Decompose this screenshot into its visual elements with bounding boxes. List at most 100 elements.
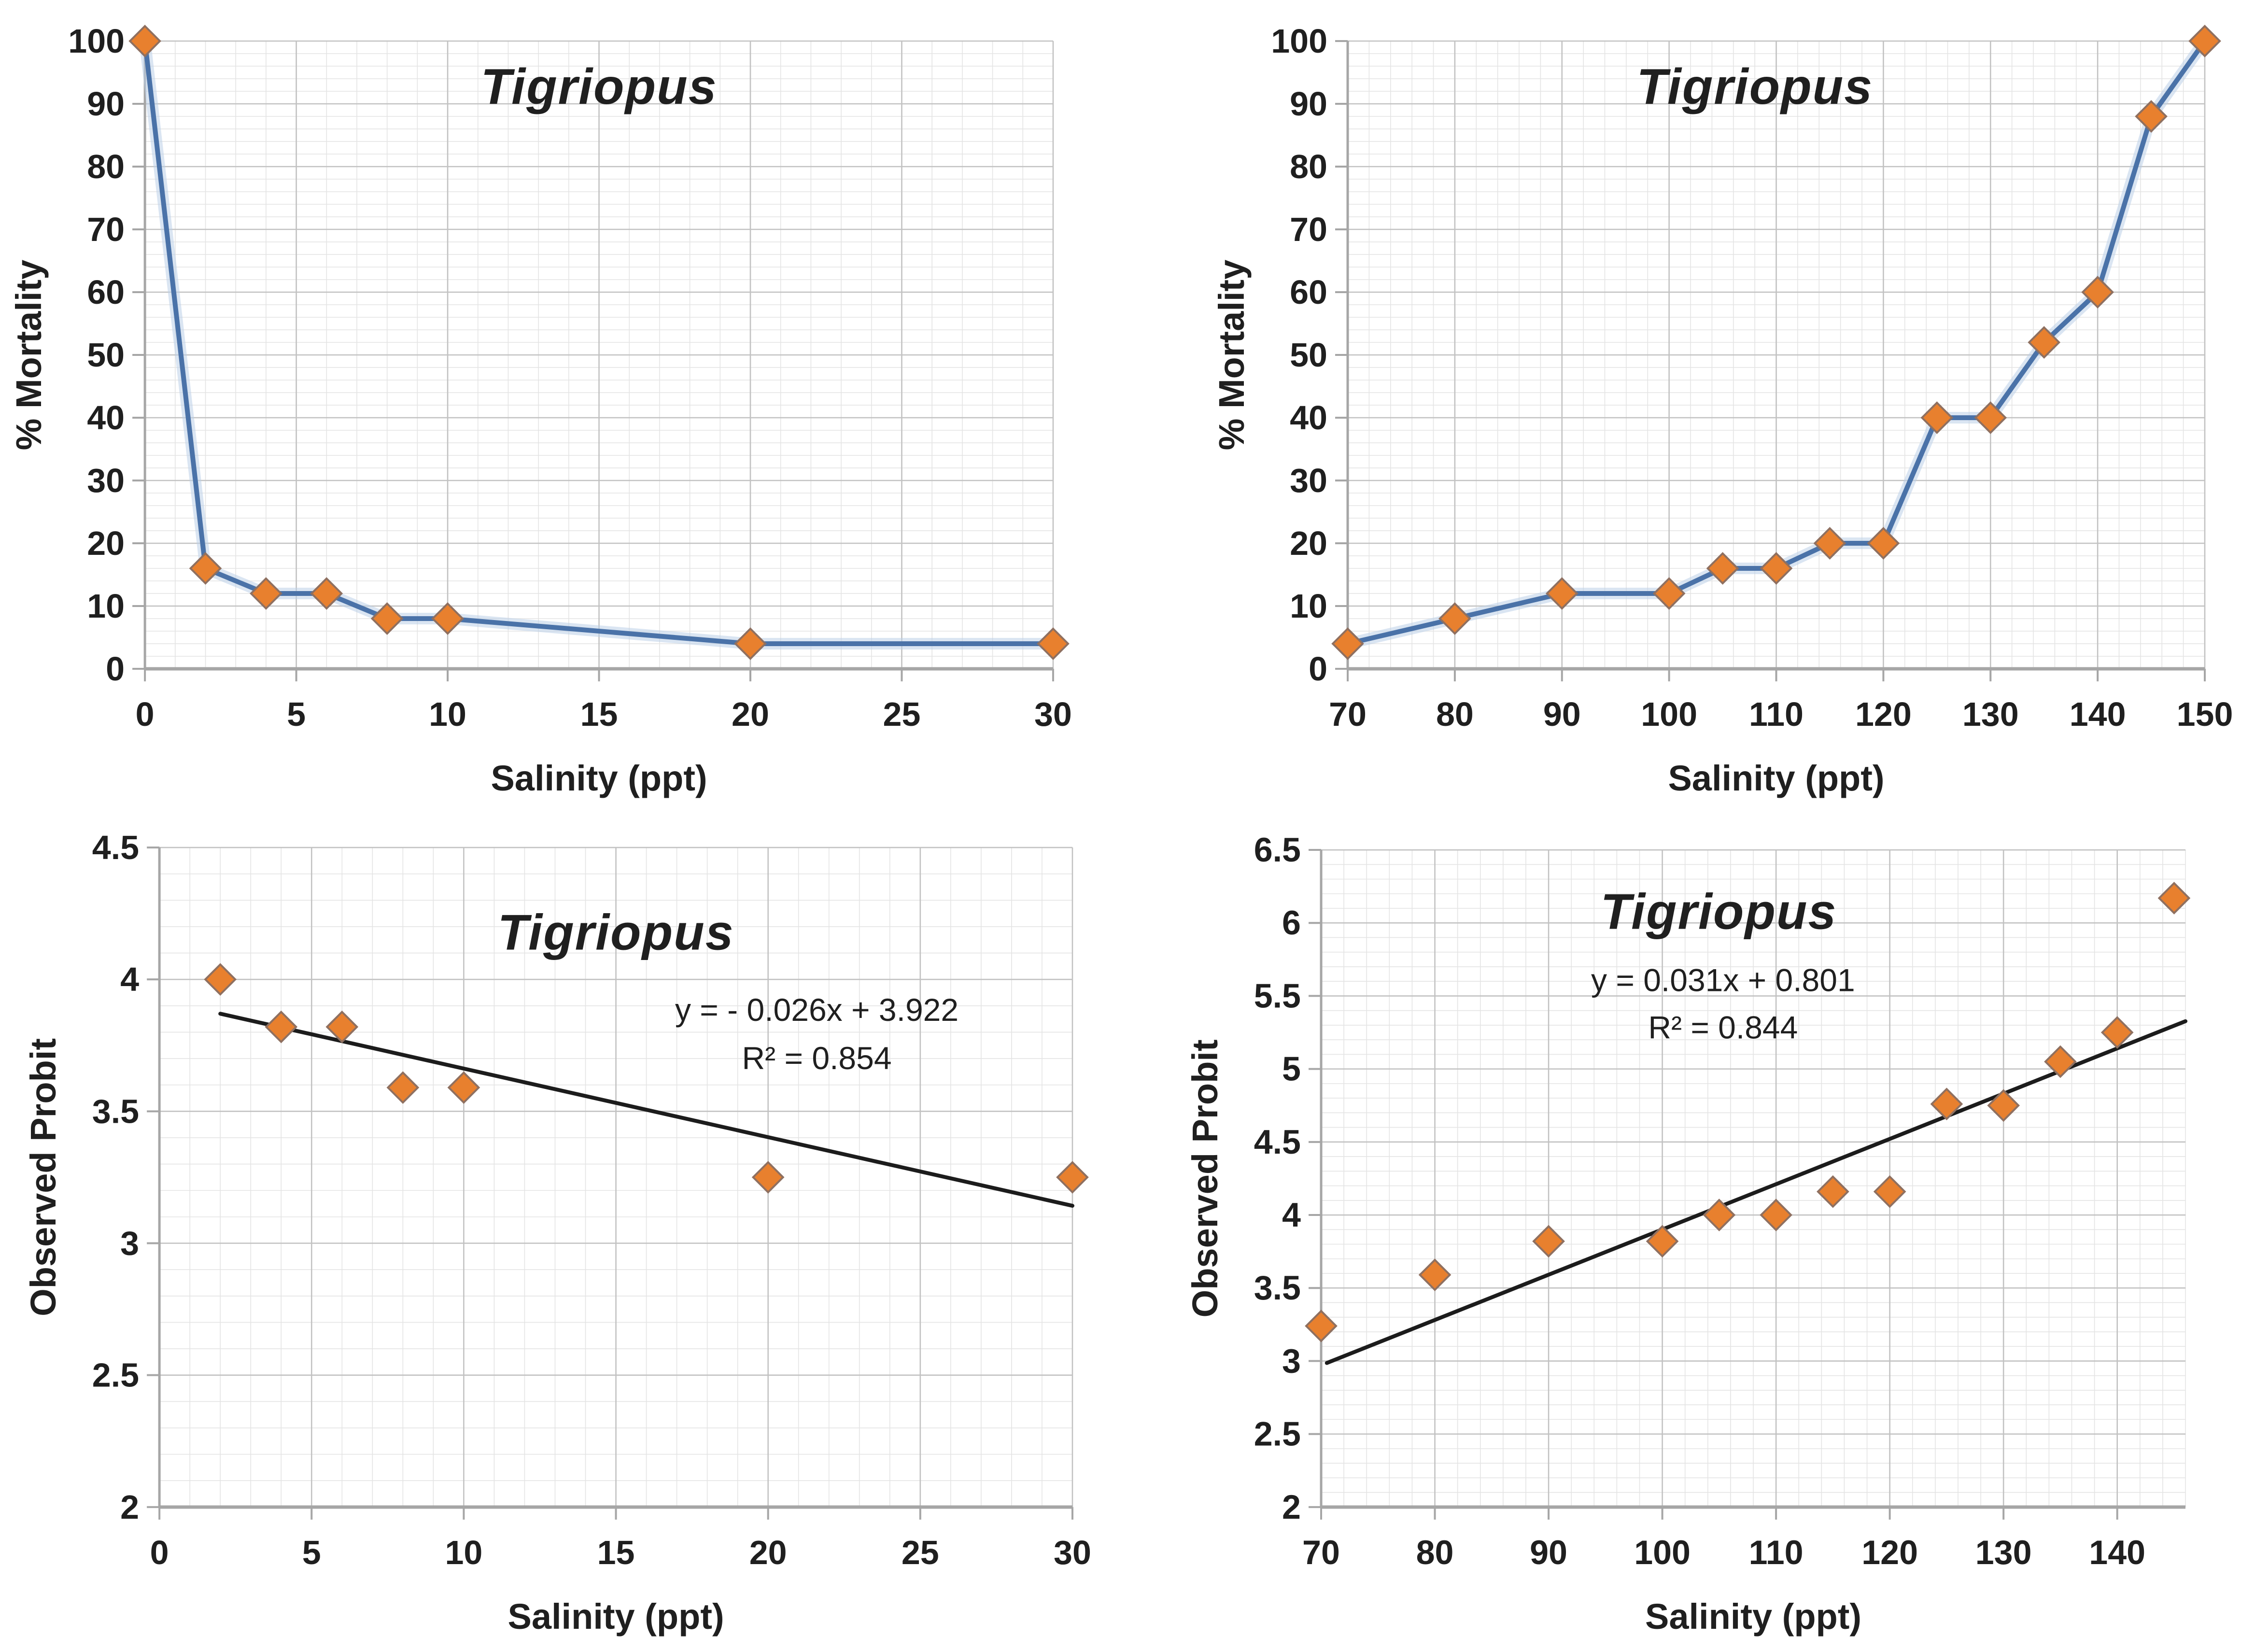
data-point xyxy=(310,577,343,610)
y-tick-label: 3.5 xyxy=(92,1092,139,1130)
x-tick-label: 25 xyxy=(902,1534,939,1571)
data-point xyxy=(1706,552,1739,585)
x-tick-label: 80 xyxy=(1416,1534,1454,1571)
chart-title: Tigriopus xyxy=(1601,884,1837,940)
x-tick-label: 0 xyxy=(150,1534,169,1571)
chart-probit-low-salinity: 0 5 10 15 20 25 30 2 2.5 3 3.5 4 4.5 Salinity (ppt) Ob… xyxy=(23,829,1091,1637)
x-tick-label: 20 xyxy=(732,695,769,733)
y-tick-label: 30 xyxy=(87,462,125,499)
y-tick-label: 3.5 xyxy=(1254,1269,1301,1307)
data-point xyxy=(1418,1258,1452,1291)
axes xyxy=(1335,40,2206,681)
series-line xyxy=(1345,39,2207,646)
data-point xyxy=(1331,627,1364,660)
data-point xyxy=(1037,627,1070,660)
data-point xyxy=(2135,100,2168,133)
data-point xyxy=(2188,25,2221,57)
x-tick-label: 100 xyxy=(1641,695,1697,733)
data-point xyxy=(1987,1089,2020,1122)
y-tick-label: 20 xyxy=(87,524,125,562)
y-axis-title: Observed Probit xyxy=(1185,1039,1225,1317)
plot-mortality-high-salinity: 70 80 90 100 110 120 130 140 150 0 10 20 30 40 50 60 70 8… xyxy=(1212,22,2233,798)
data-point xyxy=(1760,552,1793,585)
data-point xyxy=(1532,1225,1565,1258)
x-tick-label: 120 xyxy=(1861,1534,1918,1571)
x-axis-title: Salinity (ppt) xyxy=(1668,758,1884,798)
y-axis-title: % Mortality xyxy=(1212,260,1252,451)
y-tick-label: 30 xyxy=(1290,462,1327,499)
x-tick-label: 90 xyxy=(1543,695,1581,733)
y-tick-label: 60 xyxy=(87,273,125,311)
y-tick-label: 2.5 xyxy=(92,1356,139,1394)
data-point xyxy=(431,602,464,635)
y-tick-label: 80 xyxy=(87,148,125,185)
tick-labels: 70 80 90 100 110 120 130 140 150 0 10 20 30 40 50 60 70 8… xyxy=(1271,22,2233,733)
data-point xyxy=(2100,1016,2134,1049)
y-tick-label: 3 xyxy=(1282,1342,1301,1380)
grid-major xyxy=(145,40,1054,669)
r-squared-label: R² = 0.844 xyxy=(1648,1010,1798,1045)
plot-probit-high-salinity: 70 80 90 100 110 120 130 140 2 2.5 3 3.5 4 4.5 5 5.5 6 6.… xyxy=(1185,831,2191,1637)
y-tick-label: 2.5 xyxy=(1254,1415,1301,1453)
data-point xyxy=(1920,401,1954,434)
plot-mortality-low-salinity: 0 5 10 15 20 25 30 0 10 20 30 40 50 60 70 80 90 100 Salini… xyxy=(9,22,1072,798)
tick-labels: 70 80 90 100 110 120 130 140 2 2.5 3 3.5 4 4.5 5 5.5 6 6.… xyxy=(1254,831,2145,1571)
data-point xyxy=(128,25,161,57)
data-point xyxy=(751,1161,785,1194)
data-point xyxy=(325,1010,359,1044)
data-points xyxy=(1305,881,2191,1342)
data-points xyxy=(128,25,1070,660)
data-point xyxy=(250,577,282,610)
equation-label: y = - 0.026x + 3.922 xyxy=(675,992,958,1028)
grid-minor xyxy=(1321,850,2186,1507)
x-tick-label: 30 xyxy=(1034,695,1072,733)
y-tick-label: 4.5 xyxy=(92,829,139,866)
y-tick-label: 90 xyxy=(1290,85,1327,123)
chart-cell-probit-high-salinity: 70 80 90 100 110 120 130 140 2 2.5 3 3.5 4 4.5 5 5.5 6 6.… xyxy=(1121,826,2241,1652)
y-axis-title: % Mortality xyxy=(9,260,49,451)
chart-cell-mortality-high-salinity: 70 80 90 100 110 120 130 140 150 0 10 20 30 40 50 60 70 8… xyxy=(1121,0,2241,826)
x-tick-label: 5 xyxy=(302,1534,321,1571)
y-tick-label: 10 xyxy=(87,587,125,625)
x-tick-label: 5 xyxy=(287,695,306,733)
x-tick-label: 130 xyxy=(1962,695,2019,733)
data-point xyxy=(1974,401,2007,434)
y-tick-label: 4 xyxy=(120,960,139,998)
y-tick-label: 0 xyxy=(106,650,125,688)
x-axis-title: Salinity (ppt) xyxy=(507,1596,724,1637)
x-tick-label: 140 xyxy=(2089,1534,2145,1571)
x-tick-label: 70 xyxy=(1302,1534,1340,1571)
data-point xyxy=(447,1071,480,1104)
data-point xyxy=(1817,1175,1849,1208)
y-tick-label: 100 xyxy=(1271,22,1327,60)
equation-label: y = 0.031x + 0.801 xyxy=(1591,962,1855,998)
x-tick-label: 110 xyxy=(1749,1534,1804,1571)
chart-probit-high-salinity: 70 80 90 100 110 120 130 140 2 2.5 3 3.5 4 4.5 5 5.5 6 6.… xyxy=(1185,831,2191,1637)
y-tick-label: 6.5 xyxy=(1254,831,1301,869)
y-tick-label: 2 xyxy=(120,1488,139,1526)
x-tick-label: 10 xyxy=(445,1534,482,1571)
x-tick-label: 90 xyxy=(1530,1534,1567,1571)
x-tick-label: 20 xyxy=(749,1534,787,1571)
data-point xyxy=(1305,1309,1338,1342)
y-tick-label: 40 xyxy=(1290,399,1327,437)
data-point xyxy=(265,1010,298,1044)
data-point xyxy=(2157,881,2191,915)
grid-major xyxy=(1321,849,2185,1507)
y-tick-label: 10 xyxy=(1290,587,1327,625)
x-tick-label: 15 xyxy=(580,695,618,733)
data-point xyxy=(2028,326,2061,359)
axes xyxy=(132,40,1054,681)
x-tick-label: 25 xyxy=(883,695,921,733)
x-tick-label: 130 xyxy=(1975,1534,2032,1571)
y-tick-label: 6 xyxy=(1282,904,1301,942)
y-tick-label: 3 xyxy=(120,1225,139,1262)
r-squared-label: R² = 0.854 xyxy=(742,1040,891,1076)
x-tick-label: 15 xyxy=(597,1534,635,1571)
data-point xyxy=(2081,276,2114,309)
y-tick-label: 50 xyxy=(1290,336,1327,374)
x-tick-label: 0 xyxy=(136,695,155,733)
data-point xyxy=(1646,1225,1679,1258)
x-tick-label: 10 xyxy=(429,695,466,733)
